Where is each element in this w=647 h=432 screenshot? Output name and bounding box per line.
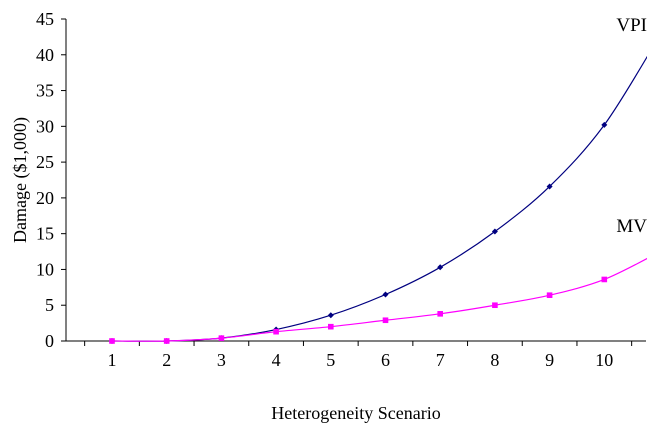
y-axis-ticks: 0 5 10 15 20 25 30 35 40 45 <box>36 9 66 351</box>
data-point-mv <box>109 338 115 344</box>
series-markers <box>109 121 608 344</box>
y-tick-label: 10 <box>36 259 54 279</box>
series-label-vpi: VPI <box>616 15 647 36</box>
data-point-mv <box>437 311 443 317</box>
data-point-mv <box>546 292 553 299</box>
y-tick-label: 30 <box>36 116 54 136</box>
data-point-vpi <box>601 121 608 128</box>
x-tick-label: 5 <box>326 350 335 370</box>
x-axis-ticks: 1234567891011 <box>84 341 633 370</box>
y-tick-label: 5 <box>45 295 54 315</box>
y-axis-title: Damage ($1,000) <box>10 117 31 243</box>
data-point-mv <box>492 302 498 309</box>
y-tick-label: 35 <box>36 81 54 101</box>
series-label-mv: MV <box>616 216 647 237</box>
data-point-vpi <box>382 291 389 298</box>
x-tick-label: 2 <box>162 350 171 370</box>
data-point-mv <box>601 276 608 283</box>
data-point-mv <box>273 328 279 335</box>
x-tick-label: 1 <box>108 350 117 370</box>
data-point-mv <box>382 317 389 324</box>
data-point-vpi <box>491 228 498 235</box>
series-labels: VPI MV <box>616 15 647 237</box>
data-point-mv <box>328 323 334 330</box>
x-tick-label: 4 <box>272 350 281 370</box>
y-tick-label: 20 <box>36 188 54 208</box>
x-tick-label: 8 <box>490 350 499 370</box>
x-tick-label: 3 <box>217 350 226 370</box>
x-tick-label: 10 <box>595 350 613 370</box>
x-tick-label: 9 <box>545 350 554 370</box>
data-point-vpi <box>437 264 444 271</box>
y-tick-label: 15 <box>36 224 54 244</box>
x-tick-label: 6 <box>381 350 390 370</box>
y-tick-label: 0 <box>45 331 54 351</box>
series-line-vpi <box>111 55 647 342</box>
data-point-vpi <box>327 312 334 319</box>
series-lines <box>111 55 647 342</box>
y-tick-label: 25 <box>36 152 54 172</box>
data-point-mv <box>163 338 170 344</box>
data-point-vpi <box>546 183 553 190</box>
x-axis-title: Heterogeneity Scenario <box>271 403 440 423</box>
x-tick-label: 7 <box>436 350 445 370</box>
y-tick-label: 45 <box>36 9 54 29</box>
y-tick-label: 40 <box>36 45 54 65</box>
data-point-mv <box>218 335 225 341</box>
